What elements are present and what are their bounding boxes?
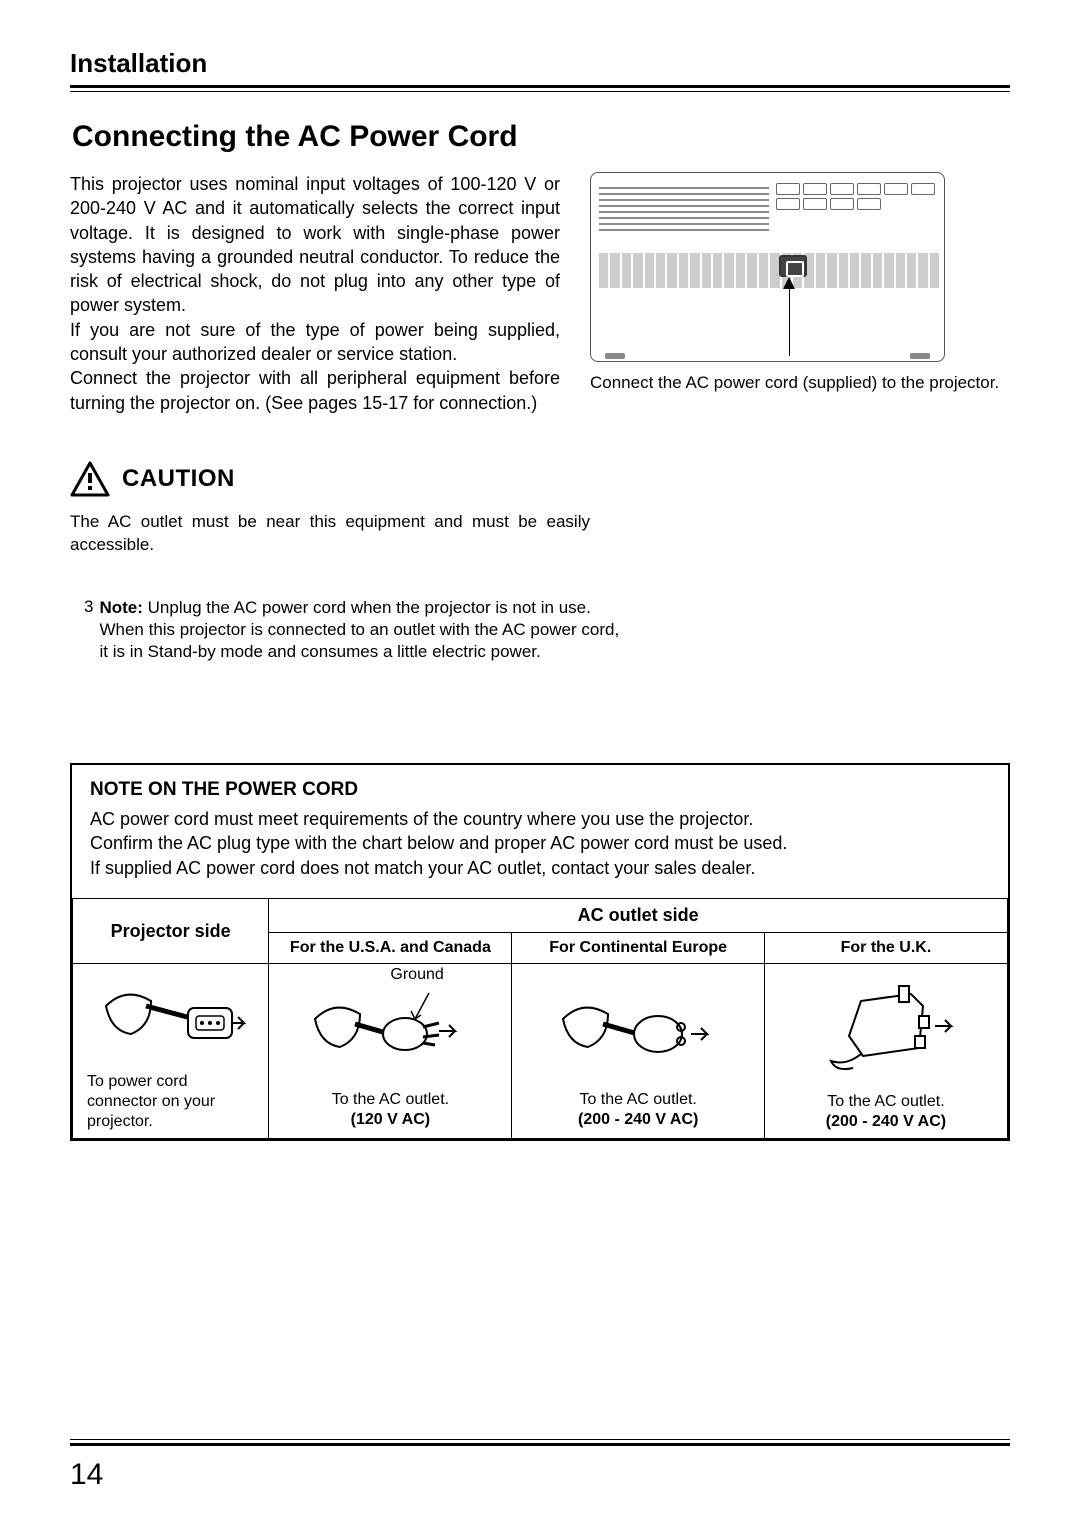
bottom-double-rule bbox=[70, 1439, 1010, 1446]
section-title: Installation bbox=[70, 48, 1010, 79]
body-text-column: This projector uses nominal input voltag… bbox=[70, 172, 560, 415]
usa-plug-caption: To the AC outlet. (120 V AC) bbox=[277, 1090, 503, 1130]
warning-triangle-icon bbox=[70, 461, 110, 497]
power-note-title: NOTE ON THE POWER CORD bbox=[90, 779, 990, 801]
ground-label: Ground bbox=[390, 966, 443, 984]
projector-rear-diagram bbox=[590, 172, 945, 362]
cell-uk-plug: To the AC outlet. (200 - 240 V AC) bbox=[764, 964, 1007, 1139]
projector-plug-caption: To power cord connector on your projecto… bbox=[81, 1072, 260, 1132]
usa-plug-icon bbox=[305, 979, 475, 1084]
body-p1: This projector uses nominal input voltag… bbox=[70, 172, 560, 318]
figure-column: Connect the AC power cord (supplied) to … bbox=[590, 172, 1010, 415]
figure-caption: Connect the AC power cord (supplied) to … bbox=[590, 372, 1010, 394]
th-uk: For the U.K. bbox=[764, 933, 1007, 964]
main-heading: Connecting the AC Power Cord bbox=[72, 120, 1010, 154]
power-note-l3: If supplied AC power cord does not match… bbox=[90, 856, 990, 880]
th-ac-outlet-side: AC outlet side bbox=[269, 899, 1008, 933]
table-row: To power cord connector on your projecto… bbox=[73, 964, 1008, 1139]
iec-connector-icon bbox=[96, 976, 246, 1066]
table-row: Projector side AC outlet side bbox=[73, 899, 1008, 933]
two-column-row: This projector uses nominal input voltag… bbox=[70, 172, 1010, 415]
note-prefix: 3 bbox=[84, 597, 93, 663]
note-body: Note: Unplug the AC power cord when the … bbox=[99, 597, 624, 663]
page-number: 14 bbox=[70, 1458, 103, 1492]
note-block: 3 Note: Unplug the AC power cord when th… bbox=[84, 597, 624, 663]
th-usa: For the U.S.A. and Canada bbox=[269, 933, 512, 964]
note-label: Note: bbox=[99, 598, 142, 617]
power-cord-note-box: NOTE ON THE POWER CORD AC power cord mus… bbox=[70, 763, 1010, 1141]
body-p2: If you are not sure of the type of power… bbox=[70, 318, 560, 367]
note-text: Unplug the AC power cord when the projec… bbox=[99, 598, 619, 661]
power-cord-table: Projector side AC outlet side For the U.… bbox=[72, 898, 1008, 1139]
cell-projector-plug: To power cord connector on your projecto… bbox=[73, 964, 269, 1139]
body-p3: Connect the projector with all periphera… bbox=[70, 366, 560, 415]
eu-plug-caption: To the AC outlet. (200 - 240 V AC) bbox=[520, 1090, 755, 1130]
power-note-l1: AC power cord must meet requirements of … bbox=[90, 807, 990, 831]
callout-arrow bbox=[789, 281, 790, 356]
eu-plug-icon bbox=[553, 979, 723, 1084]
callout-arrowhead bbox=[783, 277, 795, 289]
caution-heading-row: CAUTION bbox=[70, 461, 1010, 497]
uk-plug-caption: To the AC outlet. (200 - 240 V AC) bbox=[773, 1092, 999, 1132]
power-note-l2: Confirm the AC plug type with the chart … bbox=[90, 831, 990, 855]
top-double-rule bbox=[70, 85, 1010, 92]
ac-inlet-icon bbox=[779, 255, 807, 277]
cell-usa-plug: Ground To the AC outlet. (120 V AC) bbox=[269, 964, 512, 1139]
caution-label: CAUTION bbox=[122, 465, 235, 493]
th-eu: For Continental Europe bbox=[512, 933, 764, 964]
caution-text: The AC outlet must be near this equipmen… bbox=[70, 511, 590, 557]
cell-eu-plug: To the AC outlet. (200 - 240 V AC) bbox=[512, 964, 764, 1139]
th-projector-side: Projector side bbox=[73, 899, 269, 964]
uk-plug-icon bbox=[801, 976, 971, 1086]
